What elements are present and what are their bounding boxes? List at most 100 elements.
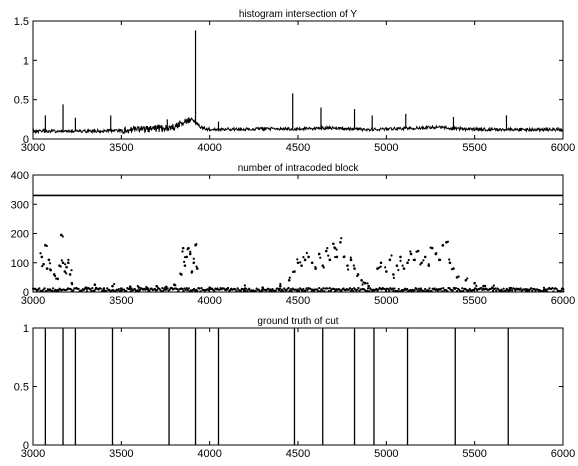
data-point xyxy=(181,250,184,253)
data-point xyxy=(123,288,126,291)
data-point xyxy=(90,289,93,292)
data-point xyxy=(138,288,142,292)
data-point xyxy=(327,290,330,293)
data-point xyxy=(185,287,188,290)
data-point xyxy=(464,279,468,282)
data-point xyxy=(402,267,406,270)
data-point xyxy=(38,287,41,290)
data-point xyxy=(326,247,329,250)
data-point xyxy=(326,287,329,290)
data-point xyxy=(462,289,465,292)
data-point xyxy=(162,289,165,292)
data-point xyxy=(303,258,307,262)
data-point xyxy=(187,287,190,290)
data-point xyxy=(397,287,400,291)
data-point xyxy=(188,252,192,256)
data-point xyxy=(282,290,285,293)
data-point xyxy=(243,284,247,287)
data-point xyxy=(61,261,65,265)
x-tick-label: 3500 xyxy=(109,295,133,307)
data-point xyxy=(113,282,116,286)
data-point xyxy=(213,289,216,292)
data-point xyxy=(440,287,443,290)
data-point xyxy=(366,287,370,290)
data-point xyxy=(530,287,533,290)
data-point xyxy=(235,290,238,293)
data-point xyxy=(413,289,416,292)
data-point xyxy=(319,290,322,293)
data-point xyxy=(317,289,320,293)
data-point xyxy=(288,276,291,279)
data-point xyxy=(366,282,369,285)
data-point xyxy=(429,246,432,249)
x-tick-label: 3000 xyxy=(21,295,45,307)
data-point xyxy=(383,287,387,291)
data-point xyxy=(436,289,440,292)
data-point xyxy=(243,289,247,292)
data-point xyxy=(309,287,312,291)
data-point xyxy=(210,287,213,291)
data-point xyxy=(420,261,423,265)
data-point xyxy=(370,288,373,291)
data-point xyxy=(314,265,317,269)
data-point xyxy=(559,289,562,292)
data-point xyxy=(323,290,326,293)
data-point xyxy=(307,255,310,259)
x-tick-label: 5500 xyxy=(462,142,486,154)
data-point xyxy=(45,289,48,293)
x-tick-label: 3000 xyxy=(21,142,45,154)
data-point xyxy=(196,267,199,270)
data-point xyxy=(335,255,339,259)
x-tick-label: 6000 xyxy=(551,448,575,460)
x-tick-label: 5000 xyxy=(374,295,398,307)
data-point xyxy=(356,274,359,278)
data-point xyxy=(301,289,304,292)
data-point xyxy=(482,284,485,288)
data-point xyxy=(448,261,452,265)
series-line xyxy=(32,117,564,135)
data-point xyxy=(412,258,415,262)
data-point xyxy=(473,281,476,285)
data-point xyxy=(304,289,307,292)
data-point xyxy=(384,289,388,292)
data-point xyxy=(128,285,132,289)
data-point xyxy=(466,277,469,280)
data-point xyxy=(441,290,444,293)
data-point xyxy=(70,288,73,291)
data-point xyxy=(513,287,516,290)
data-point xyxy=(70,283,74,286)
data-point xyxy=(319,256,322,259)
axes-frame xyxy=(32,20,564,140)
x-tick-label: 5000 xyxy=(374,448,398,460)
data-point xyxy=(305,287,308,290)
data-point xyxy=(105,290,108,293)
data-point xyxy=(64,263,67,266)
data-point xyxy=(396,289,399,293)
data-point xyxy=(198,287,201,290)
data-point xyxy=(415,288,418,291)
subplot-1: histogram intersection of Y 3000 3500 4000 4… xyxy=(14,9,576,154)
data-point xyxy=(346,268,350,271)
data-point xyxy=(271,288,274,291)
data-point xyxy=(67,258,70,261)
data-point xyxy=(61,235,64,238)
data-point xyxy=(491,289,495,292)
data-point xyxy=(166,287,169,290)
data-point xyxy=(190,271,193,274)
data-point xyxy=(392,276,395,279)
data-point xyxy=(446,290,449,293)
data-point xyxy=(186,289,189,292)
data-point xyxy=(181,287,184,291)
data-point xyxy=(332,287,336,291)
data-point xyxy=(551,286,554,290)
data-point xyxy=(395,264,399,267)
data-point xyxy=(451,289,454,292)
data-point xyxy=(415,250,418,253)
data-point xyxy=(419,287,423,290)
data-point xyxy=(287,279,291,282)
data-point xyxy=(234,288,237,291)
data-point xyxy=(322,266,325,269)
data-point xyxy=(501,290,504,293)
data-point xyxy=(409,250,412,253)
